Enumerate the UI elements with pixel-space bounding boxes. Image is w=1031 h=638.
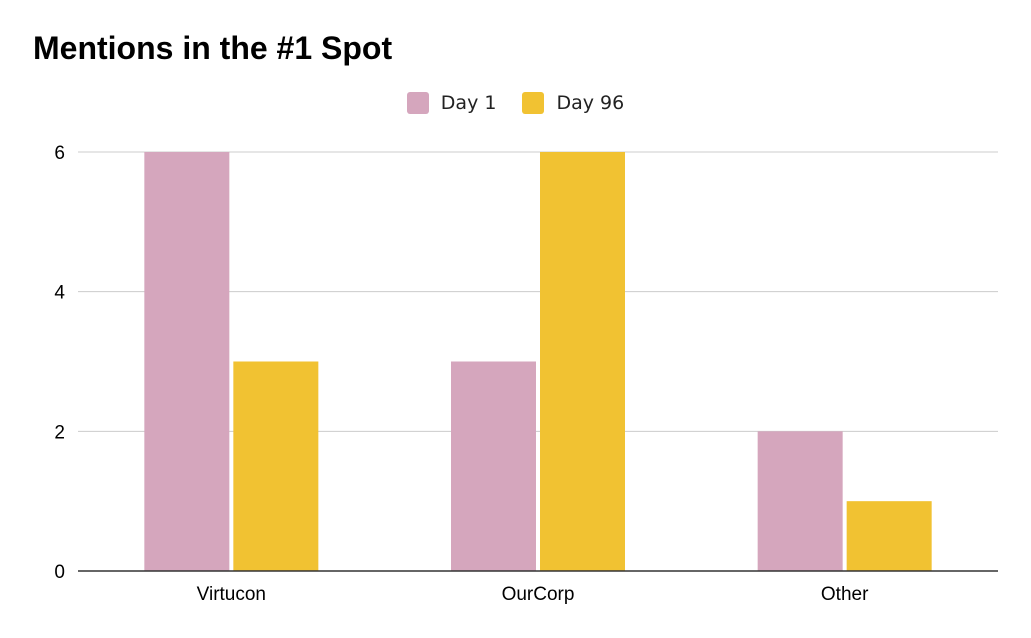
x-tick-label: Other <box>821 584 869 605</box>
bar-other-day-96 <box>846 501 932 571</box>
legend: Day 1 Day 96 <box>0 92 1031 114</box>
chart-title: Mentions in the #1 Spot <box>33 30 393 66</box>
legend-swatch-day-1 <box>406 92 429 114</box>
y-tick-label: 0 <box>54 562 65 583</box>
x-tick-label: OurCorp <box>502 584 575 605</box>
y-tick-label: 4 <box>54 283 65 304</box>
x-tick-label: Virtucon <box>197 584 266 605</box>
bar-ourcorp-day-1 <box>451 361 536 571</box>
y-tick-label: 6 <box>54 143 65 164</box>
bar-virtucon-day-1 <box>144 152 230 571</box>
legend-label-day-1: Day 1 <box>440 92 497 114</box>
bar-other-day-1 <box>757 431 843 571</box>
y-tick-label: 2 <box>54 422 65 443</box>
legend-item-day-96: Day 96 <box>522 92 624 114</box>
bar-virtucon-day-96 <box>233 361 319 571</box>
legend-item-day-1: Day 1 <box>406 92 497 114</box>
legend-swatch-day-96 <box>522 92 545 114</box>
legend-label-day-96: Day 96 <box>556 92 625 114</box>
bar-ourcorp-day-96 <box>540 152 625 571</box>
